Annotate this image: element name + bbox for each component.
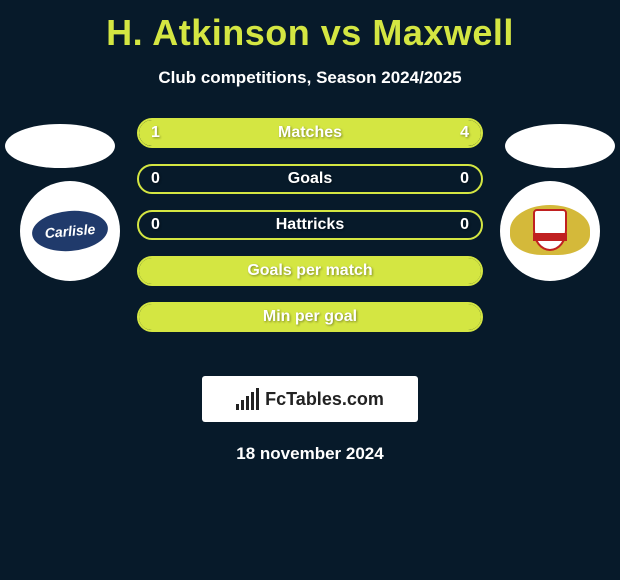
- stat-label: Goals per match: [139, 258, 481, 284]
- watermark-text: FcTables.com: [265, 389, 384, 410]
- date-text: 18 november 2024: [0, 444, 620, 464]
- subtitle: Club competitions, Season 2024/2025: [0, 68, 620, 88]
- club-right-badge: [500, 181, 600, 281]
- stat-label: Min per goal: [139, 304, 481, 330]
- comparison-area: Carlisle 14Matches 00Goals 00Hattricks Goal…: [0, 118, 620, 358]
- player-left-avatar: [5, 124, 115, 168]
- stat-row: 00Goals: [137, 164, 483, 194]
- stat-label: Goals: [139, 166, 481, 192]
- carlisle-logo: Carlisle: [30, 208, 109, 254]
- stat-row: 00Hattricks: [137, 210, 483, 240]
- club-left-badge: Carlisle: [20, 181, 120, 281]
- stat-label: Matches: [139, 120, 481, 146]
- doncaster-logo: [510, 191, 590, 271]
- player-right-avatar: [505, 124, 615, 168]
- watermark: FcTables.com: [202, 376, 418, 422]
- page-title: H. Atkinson vs Maxwell: [0, 0, 620, 54]
- stat-row: Min per goal: [137, 302, 483, 332]
- stat-label: Hattricks: [139, 212, 481, 238]
- stat-row: 14Matches: [137, 118, 483, 148]
- watermark-icon: [236, 388, 259, 410]
- stat-row: Goals per match: [137, 256, 483, 286]
- stats-container: 14Matches 00Goals 00Hattricks Goals per mat…: [137, 118, 483, 348]
